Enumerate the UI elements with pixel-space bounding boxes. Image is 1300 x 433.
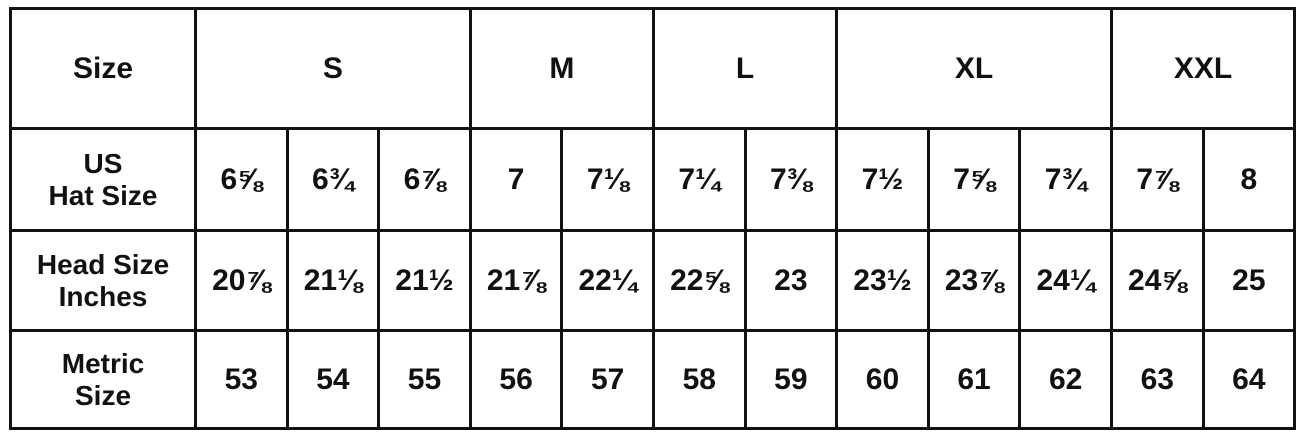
table-cell: 6⅞ [377, 127, 472, 232]
size-group-xxl: XXL [1109, 7, 1297, 130]
table-cell: 64 [1201, 329, 1297, 430]
table-cell: 23⅞ [926, 229, 1022, 332]
table-cell: 62 [1018, 329, 1113, 430]
table-cell: 8 [1201, 127, 1297, 232]
table-cell: 54 [285, 329, 381, 430]
table-cell: 22¼ [560, 229, 655, 332]
table-cell: 63 [1109, 329, 1205, 430]
table-cell: 58 [651, 329, 747, 430]
size-group-m: M [468, 7, 655, 130]
hat-size-chart: Size S M L XL XXL US Hat Size 6⅝ 6¾ 6⅞ 7 7⅛ 7¼ 7⅜ 7½ 7… [9, 7, 1297, 430]
table-cell: 24⅝ [1109, 229, 1205, 332]
table-cell: 25 [1201, 229, 1297, 332]
row-label-line: Head Size [36, 248, 170, 280]
table-cell: 56 [468, 329, 564, 430]
row-label-line: Hat Size [48, 179, 158, 211]
table-cell: 6¾ [285, 127, 381, 232]
table-cell: 24¼ [1018, 229, 1113, 332]
size-header-label: Size [9, 7, 197, 130]
table-row: Metric Size 53 54 55 56 57 58 59 60 61 62 63 64 [9, 329, 1297, 430]
size-group-s: S [194, 7, 472, 130]
table-cell: 23½ [835, 229, 930, 332]
table-cell: 21½ [377, 229, 472, 332]
table-row: US Hat Size 6⅝ 6¾ 6⅞ 7 7⅛ 7¼ 7⅜ 7½ 7⅝ 7¾ 7⅞ 8 [9, 127, 1297, 232]
table-cell: 7¼ [651, 127, 747, 232]
row-label: Head Size Inches [9, 229, 197, 332]
table-cell: 7⅞ [1109, 127, 1205, 232]
table-cell: 23 [743, 229, 839, 332]
row-label-line: US [83, 147, 123, 179]
table-row: Head Size Inches 20⅞ 21⅛ 21½ 21⅞ 22¼ 22⅝ 23 23½ 23… [9, 229, 1297, 332]
table-cell: 7⅜ [743, 127, 839, 232]
table-cell: 21⅞ [468, 229, 564, 332]
row-label-line: Metric [61, 347, 145, 379]
row-label-line: Inches [58, 280, 148, 312]
row-label: US Hat Size [9, 127, 197, 232]
size-group-xl: XL [835, 7, 1113, 130]
size-header-row: Size S M L XL XXL [9, 7, 1297, 130]
table-cell: 20⅞ [194, 229, 289, 332]
size-group-l: L [651, 7, 839, 130]
table-cell: 53 [194, 329, 289, 430]
table-cell: 7¾ [1018, 127, 1113, 232]
table-cell: 21⅛ [285, 229, 381, 332]
table-cell: 55 [377, 329, 472, 430]
table-cell: 7⅝ [926, 127, 1022, 232]
table-cell: 61 [926, 329, 1022, 430]
table-cell: 7 [468, 127, 564, 232]
table-cell: 59 [743, 329, 839, 430]
table-cell: 22⅝ [651, 229, 747, 332]
table-cell: 7½ [835, 127, 930, 232]
row-label-line: Size [74, 379, 132, 411]
row-label: Metric Size [9, 329, 197, 430]
table-cell: 6⅝ [194, 127, 289, 232]
table-cell: 7⅛ [560, 127, 655, 232]
table-cell: 57 [560, 329, 655, 430]
table-cell: 60 [835, 329, 930, 430]
